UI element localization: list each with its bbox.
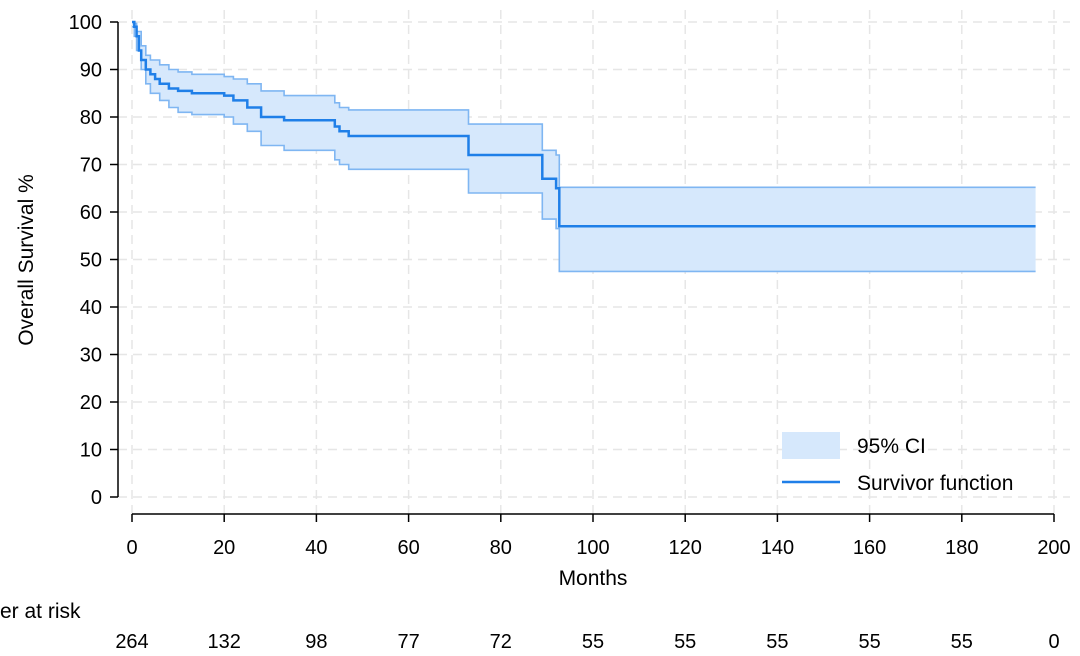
x-tick-label: 180 xyxy=(945,537,978,559)
y-tick-label: 100 xyxy=(69,12,102,34)
x-tick-label: 60 xyxy=(397,537,419,559)
risk-count: 77 xyxy=(397,631,419,653)
y-tick-label: 90 xyxy=(80,60,102,82)
risk-count: 0 xyxy=(1048,631,1059,653)
x-axis-title: Months xyxy=(559,567,628,590)
x-tick-label: 0 xyxy=(126,537,137,559)
legend-swatch-ci xyxy=(782,432,840,459)
y-tick-label: 30 xyxy=(80,345,102,367)
risk-count: 72 xyxy=(490,631,512,653)
x-tick-label: 100 xyxy=(576,537,609,559)
x-tick-label: 80 xyxy=(490,537,512,559)
risk-count: 55 xyxy=(858,631,880,653)
x-tick-label: 200 xyxy=(1037,537,1070,559)
x-tick-label: 20 xyxy=(213,537,235,559)
risk-count: 55 xyxy=(766,631,788,653)
y-tick-label: 0 xyxy=(91,487,102,509)
risk-count: 55 xyxy=(951,631,973,653)
risk-count: 55 xyxy=(674,631,696,653)
survival-line xyxy=(132,20,1036,228)
risk-table-label: er at risk xyxy=(0,600,81,623)
y-tick-label: 50 xyxy=(80,250,102,272)
x-tick-label: 160 xyxy=(853,537,886,559)
y-axis-title: Overall Survival % xyxy=(15,174,38,346)
ci-lower-bound xyxy=(132,26,1036,273)
x-tick-label: 120 xyxy=(669,537,702,559)
axes: 0 20 40 60 80 100 120 140 160 180 200 0 10 20 30 40 50 60… xyxy=(69,12,1071,559)
y-tick-label: 60 xyxy=(80,202,102,224)
ci-upper-bound xyxy=(132,21,1036,189)
y-tick-label: 10 xyxy=(80,440,102,462)
y-tick-label: 80 xyxy=(80,107,102,129)
legend: 95% CI Survivor function xyxy=(782,432,1013,495)
risk-count: 264 xyxy=(115,631,148,653)
y-tick-label: 70 xyxy=(80,155,102,177)
risk-table: 264 132 98 77 72 55 55 55 55 55 0 xyxy=(115,631,1059,653)
legend-label-ci: 95% CI xyxy=(857,435,926,458)
x-tick-label: 40 xyxy=(305,537,327,559)
x-tick-label: 140 xyxy=(761,537,794,559)
legend-label-survival: Survivor function xyxy=(857,472,1013,495)
risk-count: 132 xyxy=(208,631,241,653)
confidence-band xyxy=(132,21,1036,273)
y-tick-label: 40 xyxy=(80,297,102,319)
ci-band xyxy=(132,22,1036,272)
survival-curve xyxy=(132,20,1036,228)
risk-count: 55 xyxy=(582,631,604,653)
risk-count: 98 xyxy=(305,631,327,653)
y-tick-label: 20 xyxy=(80,392,102,414)
